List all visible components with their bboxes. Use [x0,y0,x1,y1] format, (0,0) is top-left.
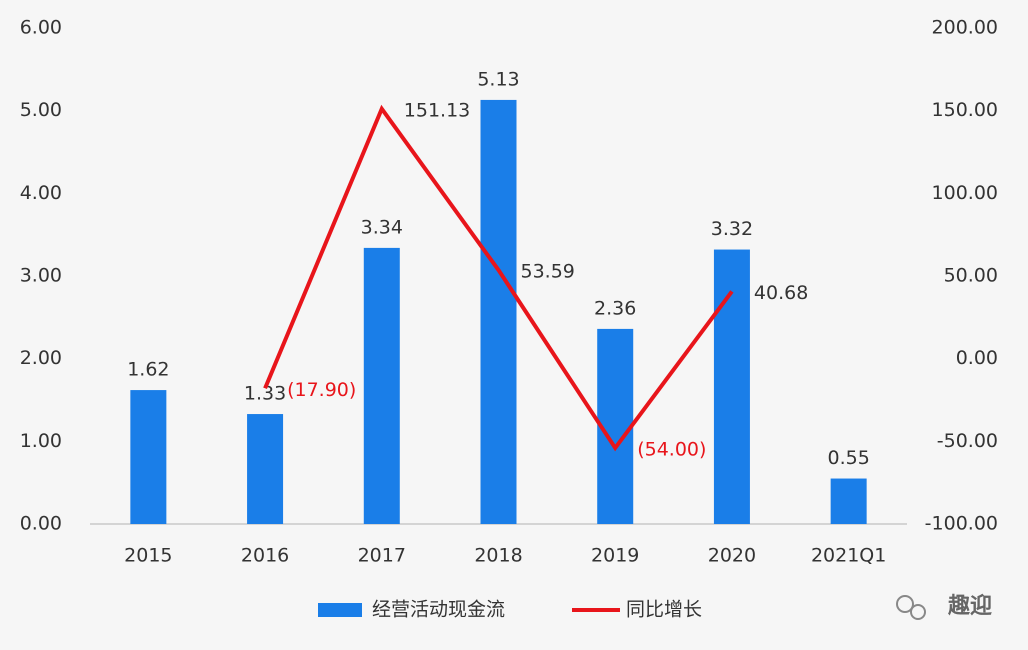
y-tick-label: 1.00 [20,430,62,452]
x-tick-label: 2015 [124,545,172,567]
y-tick-label: 4.00 [20,182,62,204]
legend-label: 经营活动现金流 [372,599,505,621]
legend-swatch [318,603,362,617]
bar-value-label: 1.33 [244,383,286,405]
y-tick-label: 3.00 [20,265,62,287]
y2-tick-label: -100.00 [925,513,998,535]
bar-value-label: 3.32 [711,218,753,240]
y-tick-label: 2.00 [20,347,62,369]
y-tick-label: 5.00 [20,99,62,121]
x-tick-label: 2016 [241,545,289,567]
bar [130,390,167,524]
bar-value-label: 5.13 [477,68,519,90]
line-value-label: 151.13 [404,99,470,121]
watermark: 趣迎 [947,593,992,619]
bar [480,99,517,525]
x-tick-label: 2017 [358,545,406,567]
x-tick-label: 2018 [474,545,522,567]
x-tick-label: 2019 [591,545,639,567]
legend-label: 同比增长 [626,599,702,621]
bar [247,414,284,524]
bar [363,247,400,525]
bar-value-label: 1.62 [127,359,169,381]
y2-tick-label: 0.00 [956,347,998,369]
line-value-label: 53.59 [521,261,575,283]
y2-tick-label: 150.00 [932,99,998,121]
y-tick-label: 0.00 [20,513,62,535]
bar-value-label: 3.34 [361,216,403,238]
y2-tick-label: 50.00 [944,265,998,287]
y2-tick-label: 100.00 [932,182,998,204]
bar-value-label: 2.36 [594,297,636,319]
y2-tick-label: -50.00 [937,430,998,452]
x-tick-label: 2021Q1 [811,545,886,567]
line-value-label: 40.68 [754,282,808,304]
y-tick-label: 6.00 [20,17,62,39]
y2-tick-label: 200.00 [932,17,998,39]
bar [830,478,867,524]
line-value-label: (54.00) [637,438,706,460]
bar [713,249,750,524]
line-value-label: (17.90) [287,379,356,401]
bar-value-label: 0.55 [827,447,869,469]
line [263,104,734,452]
x-tick-label: 2020 [708,545,756,567]
watermark-icon [896,595,926,620]
